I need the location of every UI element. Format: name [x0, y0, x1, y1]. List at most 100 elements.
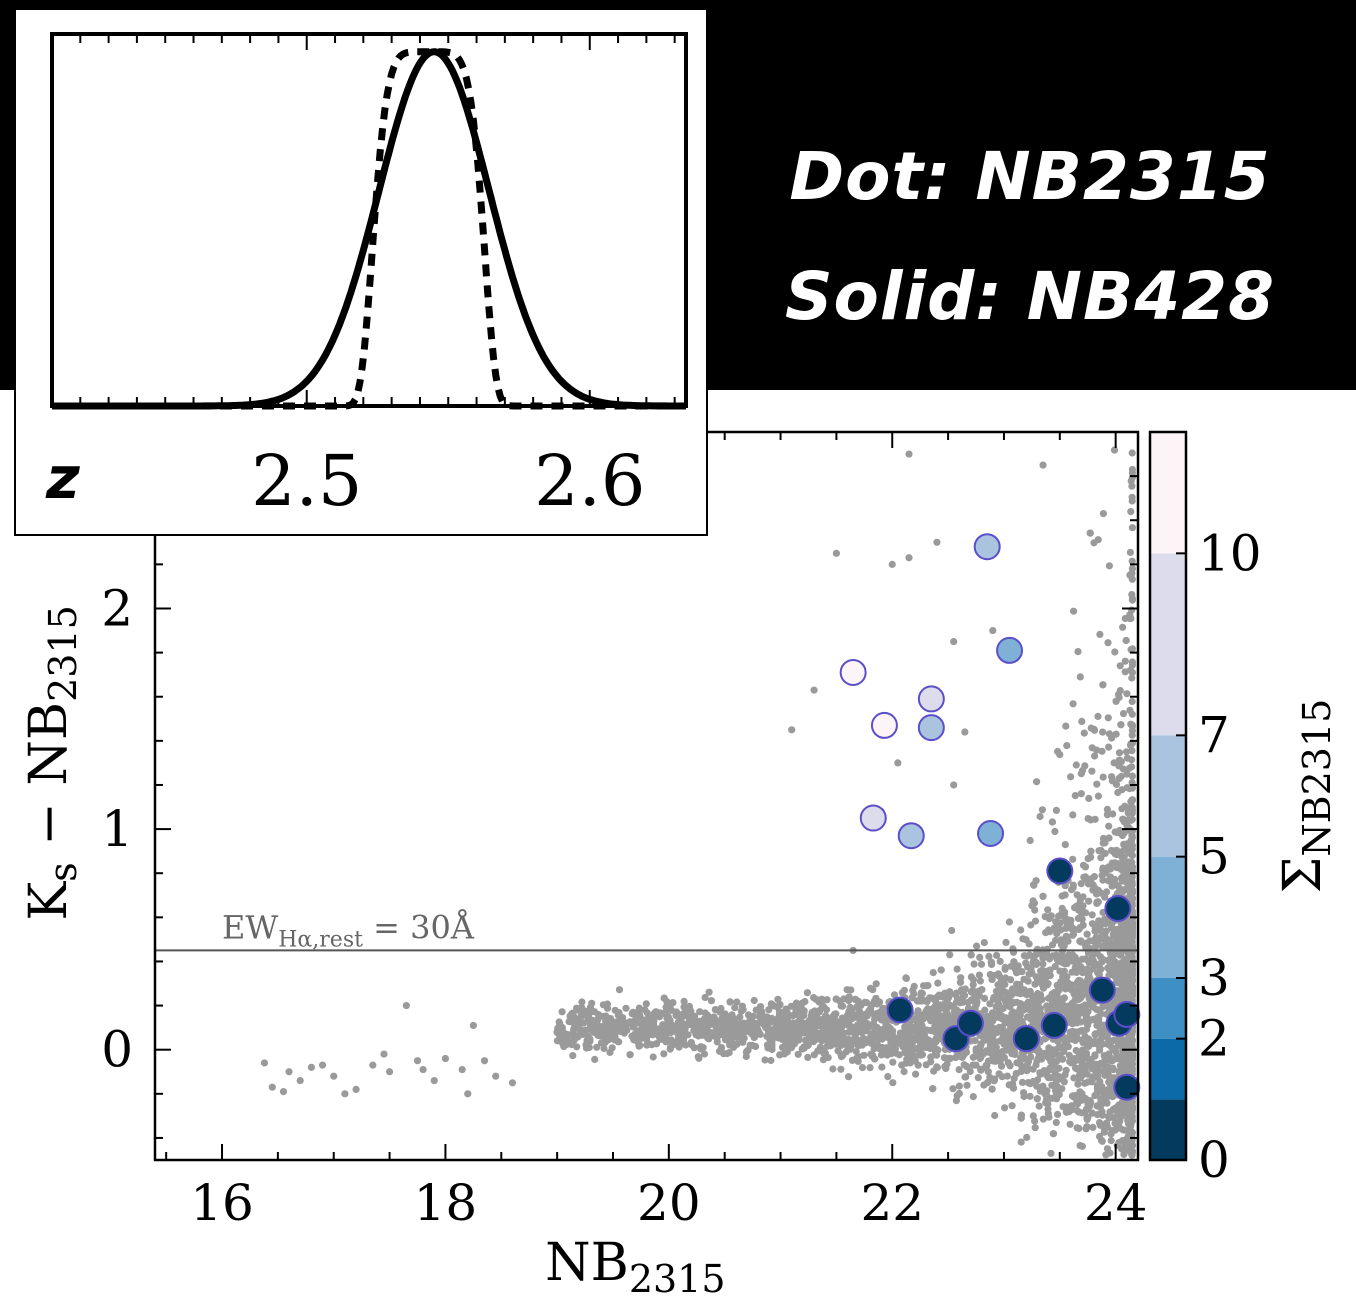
galaxy-point [628, 1010, 636, 1018]
galaxy-point [1091, 1052, 1099, 1060]
galaxy-point [655, 1013, 664, 1021]
galaxy-point [794, 1026, 802, 1034]
galaxy-point [1094, 898, 1102, 906]
galaxy-point [1044, 906, 1052, 914]
galaxy-point [1120, 943, 1128, 951]
galaxy-point [847, 1025, 855, 1033]
galaxy-point [1116, 662, 1124, 670]
galaxy-point [1017, 1138, 1025, 1146]
galaxy-point [1111, 859, 1119, 867]
galaxy-point [950, 781, 958, 789]
galaxy-point [1124, 809, 1132, 817]
galaxy-point [1111, 648, 1119, 656]
galaxy-point [770, 1002, 778, 1010]
galaxy-point [1012, 1070, 1020, 1078]
galaxy-point [1054, 1037, 1062, 1045]
galaxy-point [553, 1028, 561, 1036]
galaxy-point [1082, 944, 1090, 952]
galaxy-point [561, 1034, 569, 1042]
galaxy-point [1024, 1013, 1032, 1021]
galaxy-point [836, 997, 844, 1005]
galaxy-point [696, 1008, 704, 1016]
galaxy-point [1065, 1051, 1073, 1059]
galaxy-point [1027, 1053, 1035, 1061]
galaxy-point [756, 1003, 765, 1011]
galaxy-point [641, 1006, 649, 1014]
galaxy-point [1126, 1118, 1134, 1127]
galaxy-point [875, 1045, 884, 1053]
galaxy-point [798, 999, 806, 1007]
galaxy-point [1098, 1137, 1106, 1145]
galaxy-point [916, 997, 924, 1005]
galaxy-point [635, 1042, 643, 1050]
galaxy-point [1124, 878, 1132, 886]
galaxy-point [1117, 721, 1125, 729]
galaxy-point [818, 1001, 826, 1009]
galaxy-point [622, 1004, 630, 1012]
galaxy-point [871, 1055, 879, 1063]
colorbar: 0 23 5 7 10 [1148, 430, 1262, 1189]
galaxy-point [1094, 936, 1102, 945]
galaxy-point [1066, 1058, 1074, 1066]
galaxy-point [713, 1038, 721, 1046]
galaxy-point [1116, 1036, 1124, 1044]
galaxy-point [1093, 949, 1101, 958]
galaxy-point [1058, 1055, 1067, 1063]
galaxy-point [680, 997, 688, 1006]
galaxy-point [1029, 1065, 1037, 1073]
x-tick-label: 24 [1084, 1174, 1148, 1232]
galaxy-point [687, 1014, 695, 1022]
galaxy-point [1084, 1021, 1092, 1029]
galaxy-point [1093, 746, 1101, 754]
galaxy-point [767, 1026, 775, 1034]
y-axis-label: Ks − NB2315 [19, 605, 85, 920]
galaxy-point [341, 1090, 349, 1098]
galaxy-point [889, 1058, 897, 1066]
galaxy-point [1029, 1077, 1037, 1086]
galaxy-point [1089, 886, 1097, 894]
galaxy-point [1001, 965, 1009, 973]
galaxy-point [952, 1097, 961, 1105]
galaxy-point [1078, 1090, 1086, 1098]
colorbar-segment [1150, 856, 1186, 978]
galaxy-point [1003, 1046, 1011, 1054]
galaxy-point [984, 1079, 992, 1087]
galaxy-point [1081, 762, 1089, 770]
galaxy-point [936, 1026, 944, 1034]
colorbar-segment [1150, 735, 1186, 857]
galaxy-point [1104, 714, 1112, 722]
galaxy-point [940, 1000, 948, 1009]
galaxy-point [927, 1008, 935, 1016]
galaxy-point [1016, 1058, 1024, 1067]
galaxy-point [1069, 930, 1078, 938]
colorbar-segment [1150, 978, 1186, 1039]
galaxy-point [884, 1023, 892, 1031]
galaxy-point [966, 1067, 974, 1076]
galaxy-point [1128, 1103, 1136, 1111]
galaxy-point [1128, 772, 1136, 780]
galaxy-point [1057, 939, 1065, 947]
highlighted-source [1088, 976, 1116, 1004]
galaxy-point [929, 1085, 937, 1093]
galaxy-point [1095, 1119, 1104, 1127]
galaxy-point [1117, 772, 1125, 781]
galaxy-point [600, 1044, 608, 1053]
galaxy-point [615, 1018, 623, 1026]
galaxy-point [697, 1043, 705, 1051]
galaxy-point [1077, 880, 1085, 888]
galaxy-point [307, 1063, 315, 1071]
galaxy-point [1094, 536, 1102, 544]
galaxy-point [570, 1033, 578, 1041]
galaxy-point [1051, 962, 1059, 971]
galaxy-point [987, 1036, 996, 1044]
galaxy-point [907, 1026, 915, 1034]
galaxy-point [1002, 996, 1010, 1005]
galaxy-point [1094, 712, 1102, 721]
galaxy-point [803, 1042, 812, 1050]
galaxy-point [1128, 449, 1136, 457]
galaxy-point [738, 1037, 747, 1045]
galaxy-point [920, 982, 928, 990]
galaxy-point [1110, 1074, 1118, 1082]
galaxy-point [952, 1053, 960, 1062]
galaxy-point [1056, 751, 1064, 759]
